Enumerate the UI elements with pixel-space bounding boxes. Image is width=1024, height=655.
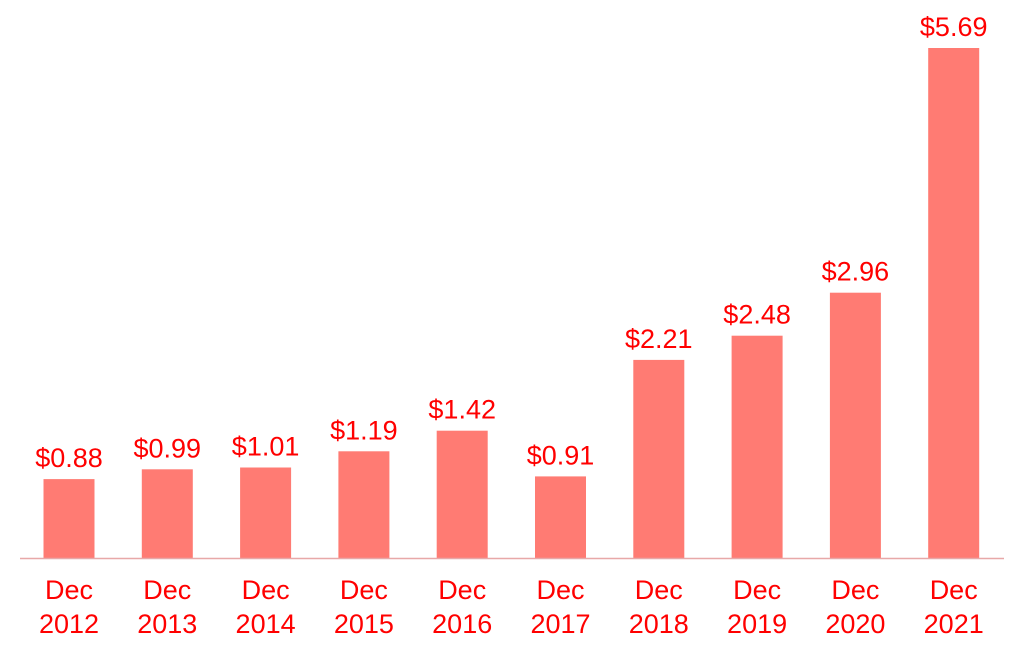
- x-tick-year: 2012: [39, 609, 99, 639]
- bar-dec-2016: [436, 430, 488, 558]
- value-labels-layer: $0.88 $0.99 $1.01 $1.19 $1.42 $0.91 $2.21 $2.48…: [35, 12, 987, 473]
- x-tick-year: 2013: [137, 609, 197, 639]
- data-label-dec-2017: $0.91: [527, 440, 595, 470]
- x-tick-label-dec-2020: Dec 2020: [825, 575, 885, 639]
- data-label-dec-2020: $2.96: [822, 257, 890, 287]
- x-tick-month: Dec: [45, 575, 93, 605]
- x-tick-month: Dec: [340, 575, 388, 605]
- data-label-dec-2015: $1.19: [330, 415, 398, 445]
- bar-dec-2015: [338, 451, 390, 558]
- data-label-dec-2013: $0.99: [134, 433, 202, 463]
- x-tick-label-dec-2016: Dec 2016: [432, 575, 492, 639]
- x-tick-year: 2019: [727, 609, 787, 639]
- x-tick-month: Dec: [930, 575, 978, 605]
- x-tick-label-dec-2017: Dec 2017: [530, 575, 590, 639]
- x-tick-month: Dec: [536, 575, 584, 605]
- x-tick-label-dec-2021: Dec 2021: [924, 575, 984, 639]
- x-tick-month: Dec: [438, 575, 486, 605]
- data-label-dec-2012: $0.88: [35, 443, 103, 473]
- x-tick-label-dec-2018: Dec 2018: [629, 575, 689, 639]
- data-label-dec-2019: $2.48: [723, 300, 791, 330]
- data-label-dec-2021: $5.69: [920, 12, 988, 42]
- bar-dec-2018: [633, 359, 685, 558]
- bars-layer: [43, 48, 980, 558]
- bar-dec-2019: [731, 335, 783, 558]
- x-tick-year: 2018: [629, 609, 689, 639]
- bar-dec-2014: [240, 467, 292, 558]
- x-tick-year: 2015: [334, 609, 394, 639]
- bar-dec-2020: [829, 292, 881, 558]
- x-tick-year: 2021: [924, 609, 984, 639]
- x-tick-label-dec-2013: Dec 2013: [137, 575, 197, 639]
- x-tick-month: Dec: [143, 575, 191, 605]
- x-tick-month: Dec: [733, 575, 781, 605]
- x-tick-label-dec-2019: Dec 2019: [727, 575, 787, 639]
- data-label-dec-2016: $1.42: [428, 395, 496, 425]
- bar-dec-2017: [535, 476, 586, 558]
- bar-dec-2021: [928, 48, 980, 558]
- x-tick-year: 2017: [530, 609, 590, 639]
- x-tick-label-dec-2012: Dec 2012: [39, 575, 99, 639]
- x-tick-label-dec-2015: Dec 2015: [334, 575, 394, 639]
- x-tick-labels-layer: Dec 2012 Dec 2013 Dec 2014 Dec 2015 Dec 2016 Dec 20…: [39, 575, 984, 639]
- x-tick-year: 2016: [432, 609, 492, 639]
- data-label-dec-2014: $1.01: [232, 432, 300, 462]
- x-tick-year: 2014: [236, 609, 296, 639]
- data-label-dec-2018: $2.21: [625, 324, 693, 354]
- x-tick-label-dec-2014: Dec 2014: [236, 575, 296, 639]
- bar-dec-2012: [43, 479, 95, 558]
- x-tick-month: Dec: [242, 575, 290, 605]
- x-tick-month: Dec: [831, 575, 879, 605]
- x-tick-year: 2020: [825, 609, 885, 639]
- x-tick-month: Dec: [635, 575, 683, 605]
- bar-dec-2013: [141, 469, 193, 558]
